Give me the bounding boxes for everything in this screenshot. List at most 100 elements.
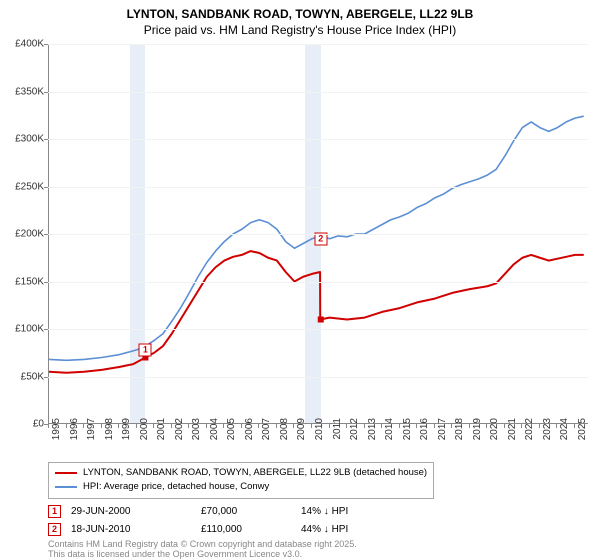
- title-line-1: LYNTON, SANDBANK ROAD, TOWYN, ABERGELE, …: [0, 6, 600, 22]
- x-tick-label: 2015: [402, 418, 413, 458]
- x-tick-label: 1996: [69, 418, 80, 458]
- x-tick: [48, 424, 49, 428]
- y-gridline: [48, 187, 588, 188]
- sale-price: £70,000: [201, 506, 301, 517]
- y-tick: [44, 234, 48, 235]
- x-tick-label: 2023: [542, 418, 553, 458]
- x-tick: [346, 424, 347, 428]
- y-gridline: [48, 377, 588, 378]
- x-tick-label: 2009: [296, 418, 307, 458]
- x-tick: [416, 424, 417, 428]
- x-tick-label: 1999: [121, 418, 132, 458]
- x-tick: [451, 424, 452, 428]
- y-tick: [44, 377, 48, 378]
- y-gridline: [48, 282, 588, 283]
- x-tick-label: 2016: [419, 418, 430, 458]
- y-tick: [44, 92, 48, 93]
- chart-container: LYNTON, SANDBANK ROAD, TOWYN, ABERGELE, …: [0, 0, 600, 560]
- x-tick-label: 2011: [332, 418, 343, 458]
- sale-price: £110,000: [201, 524, 301, 535]
- x-tick-label: 2006: [244, 418, 255, 458]
- sales-table: 1 29-JUN-2000£70,00014% ↓ HPI 2 18-JUN-2010…: [48, 502, 421, 538]
- x-tick: [206, 424, 207, 428]
- x-tick-label: 2022: [524, 418, 535, 458]
- x-tick: [276, 424, 277, 428]
- x-tick-label: 2001: [156, 418, 167, 458]
- sale-point: [318, 317, 324, 323]
- sale-marker-1: 1: [139, 343, 152, 356]
- y-tick-label: £50K: [0, 371, 44, 382]
- x-tick-label: 2021: [507, 418, 518, 458]
- title-line-2: Price paid vs. HM Land Registry's House …: [0, 22, 600, 38]
- x-tick: [486, 424, 487, 428]
- y-gridline: [48, 139, 588, 140]
- y-tick: [44, 139, 48, 140]
- x-tick-label: 2008: [279, 418, 290, 458]
- sale-date: 29-JUN-2000: [71, 506, 201, 517]
- y-gridline: [48, 92, 588, 93]
- legend-label-blue: HPI: Average price, detached house, Conw…: [83, 480, 269, 494]
- attribution-text: Contains HM Land Registry data © Crown c…: [48, 540, 357, 560]
- y-gridline: [48, 329, 588, 330]
- x-tick: [101, 424, 102, 428]
- x-tick: [539, 424, 540, 428]
- y-tick: [44, 44, 48, 45]
- x-tick: [556, 424, 557, 428]
- y-tick: [44, 329, 48, 330]
- x-tick-label: 2005: [226, 418, 237, 458]
- sale-marker-icon: 1: [48, 505, 61, 518]
- legend-swatch-red: [55, 472, 77, 475]
- x-tick: [469, 424, 470, 428]
- x-tick-label: 2017: [437, 418, 448, 458]
- x-tick: [153, 424, 154, 428]
- x-tick: [188, 424, 189, 428]
- x-tick-label: 2014: [384, 418, 395, 458]
- x-tick: [241, 424, 242, 428]
- x-tick-label: 2025: [577, 418, 588, 458]
- sale-row: 1 29-JUN-2000£70,00014% ↓ HPI: [48, 502, 421, 520]
- x-tick-label: 1997: [86, 418, 97, 458]
- sale-delta: 44% ↓ HPI: [301, 524, 421, 535]
- series-line: [49, 251, 584, 373]
- sale-delta: 14% ↓ HPI: [301, 506, 421, 517]
- x-tick-label: 2000: [139, 418, 150, 458]
- x-tick: [66, 424, 67, 428]
- x-tick-label: 2020: [489, 418, 500, 458]
- x-tick: [364, 424, 365, 428]
- x-tick-label: 2007: [261, 418, 272, 458]
- x-tick: [311, 424, 312, 428]
- sale-date: 18-JUN-2010: [71, 524, 201, 535]
- x-tick-label: 1995: [51, 418, 62, 458]
- y-tick-label: £150K: [0, 276, 44, 287]
- x-tick-label: 1998: [104, 418, 115, 458]
- sale-marker-icon: 2: [48, 523, 61, 536]
- y-tick-label: £250K: [0, 181, 44, 192]
- legend-row-red: LYNTON, SANDBANK ROAD, TOWYN, ABERGELE, …: [55, 466, 427, 480]
- x-tick: [381, 424, 382, 428]
- x-tick-label: 2010: [314, 418, 325, 458]
- y-tick: [44, 282, 48, 283]
- sale-row: 2 18-JUN-2010£110,00044% ↓ HPI: [48, 520, 421, 538]
- x-tick: [574, 424, 575, 428]
- x-tick: [171, 424, 172, 428]
- x-tick: [293, 424, 294, 428]
- x-tick: [329, 424, 330, 428]
- x-tick: [258, 424, 259, 428]
- legend-row-blue: HPI: Average price, detached house, Conw…: [55, 480, 427, 494]
- x-tick-label: 2012: [349, 418, 360, 458]
- x-tick: [434, 424, 435, 428]
- attribution-line: This data is licensed under the Open Gov…: [48, 550, 357, 560]
- x-tick-label: 2004: [209, 418, 220, 458]
- x-tick: [504, 424, 505, 428]
- x-tick: [83, 424, 84, 428]
- x-tick: [136, 424, 137, 428]
- y-tick-label: £0: [0, 419, 44, 430]
- x-tick-label: 2013: [367, 418, 378, 458]
- x-tick-label: 2019: [472, 418, 483, 458]
- x-tick: [223, 424, 224, 428]
- legend-swatch-blue: [55, 486, 77, 488]
- y-tick-label: £200K: [0, 229, 44, 240]
- x-tick: [521, 424, 522, 428]
- x-tick: [118, 424, 119, 428]
- y-tick: [44, 187, 48, 188]
